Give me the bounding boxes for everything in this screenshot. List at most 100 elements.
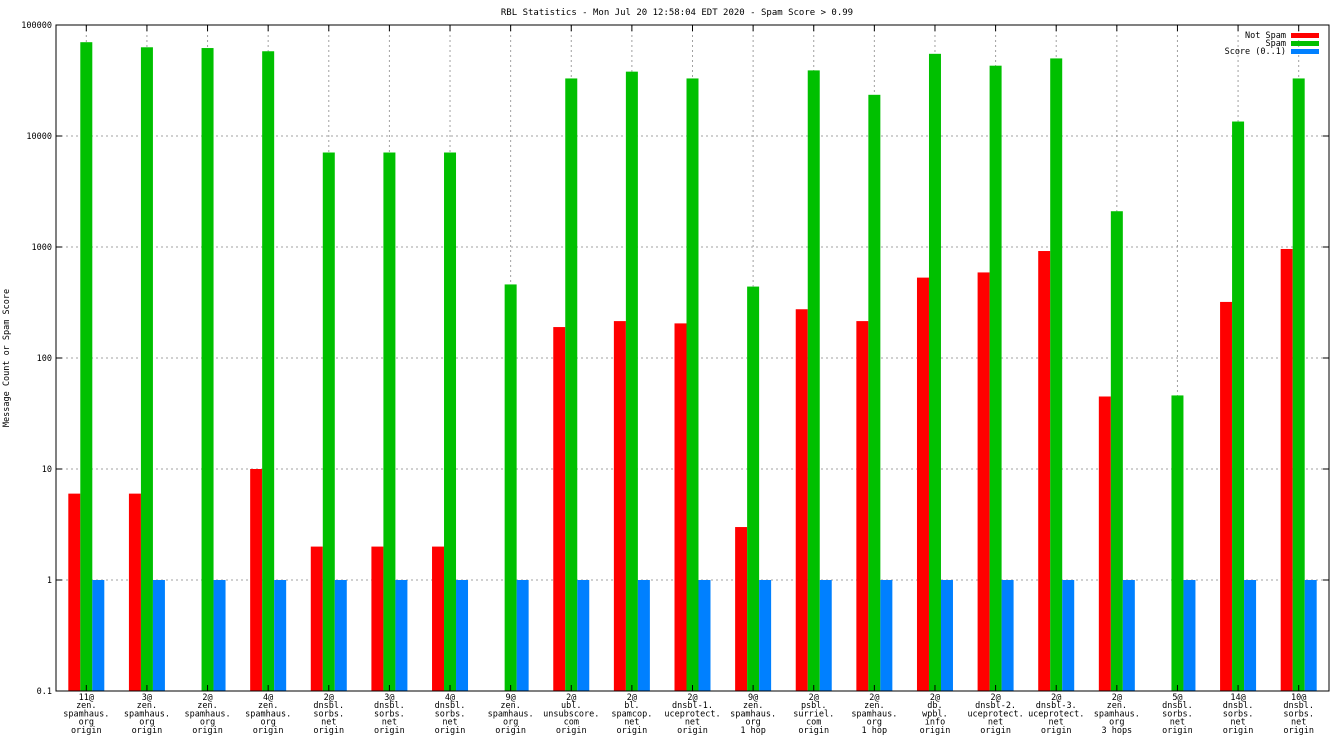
bar-score-0-1 bbox=[1244, 580, 1257, 691]
bar-score-0-1 bbox=[516, 580, 529, 691]
x-tick-label: 2@ zen. spamhaus. org 1 hop bbox=[851, 693, 897, 736]
y-tick-label: 1000 bbox=[32, 243, 52, 253]
bar-score-0-1 bbox=[92, 580, 105, 691]
bar-score-0-1 bbox=[1062, 580, 1075, 691]
bar-not-spam bbox=[1098, 396, 1111, 691]
x-tick-label: 2@ psbl. surriel. com origin bbox=[793, 693, 834, 736]
bar-score-0-1 bbox=[395, 580, 408, 691]
bar-score-0-1 bbox=[334, 580, 347, 691]
x-tick-label: 10@ dnsbl. sorbs. net origin bbox=[1283, 693, 1314, 736]
bar-not-spam bbox=[916, 277, 929, 691]
bar-score-0-1 bbox=[1304, 580, 1317, 691]
x-tick-label: 11@ zen. spamhaus. org origin bbox=[63, 693, 109, 736]
bars bbox=[68, 42, 1317, 692]
bar-spam bbox=[1110, 211, 1123, 692]
bar-score-0-1 bbox=[637, 580, 650, 691]
y-tick-label: 10000 bbox=[26, 132, 52, 142]
y-tick-label: 1 bbox=[47, 576, 52, 586]
bar-spam bbox=[928, 53, 941, 691]
bar-not-spam bbox=[1038, 251, 1051, 692]
bar-score-0-1 bbox=[456, 580, 469, 691]
x-tick-label: 14@ dnsbl. sorbs. net origin bbox=[1223, 693, 1254, 736]
legend-swatch bbox=[1291, 49, 1319, 54]
bar-spam bbox=[625, 71, 638, 691]
x-tick-label: 2@ dnsbl. sorbs. net origin bbox=[313, 693, 344, 736]
x-tick-label: 3@ dnsbl. sorbs. net origin bbox=[374, 693, 405, 736]
bar-spam bbox=[747, 286, 760, 691]
bar-score-0-1 bbox=[698, 580, 711, 691]
y-tick-label: 10 bbox=[42, 465, 52, 475]
bar-spam bbox=[504, 284, 517, 691]
legend-label: Score (0..1) bbox=[1225, 47, 1286, 57]
bar-score-0-1 bbox=[1183, 580, 1196, 691]
bar-score-0-1 bbox=[819, 580, 832, 691]
bar-not-spam bbox=[1220, 301, 1233, 691]
y-tick-label: 0.1 bbox=[37, 687, 52, 697]
bar-spam bbox=[1232, 121, 1245, 691]
bar-spam bbox=[140, 47, 153, 692]
bar-spam bbox=[444, 152, 457, 692]
bar-spam bbox=[262, 51, 275, 691]
x-tick-label: 9@ zen. spamhaus. org origin bbox=[488, 693, 534, 736]
bar-not-spam bbox=[674, 323, 687, 691]
x-tick-label: 2@ bl. spamcop. net origin bbox=[611, 693, 652, 736]
bar-score-0-1 bbox=[577, 580, 590, 691]
bar-score-0-1 bbox=[1001, 580, 1014, 691]
y-tick-label: 100000 bbox=[21, 21, 52, 31]
bar-not-spam bbox=[250, 469, 263, 691]
bar-spam bbox=[1292, 78, 1305, 692]
x-tick-label: 2@ dnsbl-2. uceprotect. net origin bbox=[967, 693, 1023, 736]
bar-not-spam bbox=[795, 309, 808, 691]
bar-spam bbox=[80, 42, 93, 692]
bar-score-0-1 bbox=[880, 580, 893, 691]
y-axis-label: Message Count or Spam Score bbox=[2, 289, 12, 427]
bar-spam bbox=[383, 152, 396, 692]
bar-spam bbox=[686, 78, 699, 692]
bar-not-spam bbox=[613, 321, 626, 691]
bar-spam bbox=[868, 94, 881, 692]
bar-spam bbox=[565, 78, 578, 692]
bar-score-0-1 bbox=[152, 580, 165, 691]
x-tick-label: 2@ db. wpbl. info origin bbox=[920, 693, 951, 736]
bar-not-spam bbox=[735, 527, 748, 691]
bar-not-spam bbox=[432, 546, 445, 691]
x-tick-label: 2@ dnsbl-1. uceprotect. net origin bbox=[664, 693, 720, 736]
x-tick-label: 2@ zen. spamhaus. org origin bbox=[185, 693, 231, 736]
x-tick-label: 2@ zen. spamhaus. org 3 hops bbox=[1094, 693, 1140, 736]
chart-title: RBL Statistics - Mon Jul 20 12:58:04 EDT… bbox=[501, 8, 853, 18]
bar-not-spam bbox=[553, 327, 566, 691]
bar-not-spam bbox=[310, 546, 323, 691]
bar-score-0-1 bbox=[1122, 580, 1135, 691]
x-tick-label: 3@ zen. spamhaus. org origin bbox=[124, 693, 170, 736]
legend-label: Not Spam bbox=[1245, 31, 1286, 41]
bar-spam bbox=[1050, 58, 1063, 692]
x-tick-label: 4@ dnsbl. sorbs. net origin bbox=[435, 693, 466, 736]
bar-spam bbox=[322, 152, 335, 692]
bar-spam bbox=[807, 70, 820, 691]
bar-spam bbox=[201, 48, 214, 692]
bar-not-spam bbox=[1280, 248, 1293, 691]
x-tick-label: 2@ dnsbl-3. uceprotect. net origin bbox=[1028, 693, 1084, 736]
legend-label: Spam bbox=[1266, 39, 1286, 49]
bar-not-spam bbox=[68, 493, 81, 691]
bar-not-spam bbox=[371, 546, 384, 691]
bar-score-0-1 bbox=[759, 580, 772, 691]
x-tick-label: 5@ dnsbl. sorbs. net origin bbox=[1162, 693, 1193, 736]
legend-swatch bbox=[1291, 33, 1319, 38]
bar-score-0-1 bbox=[213, 580, 226, 691]
x-tick-label: 4@ zen. spamhaus. org origin bbox=[245, 693, 291, 736]
bar-score-0-1 bbox=[274, 580, 287, 691]
bar-spam bbox=[989, 65, 1002, 692]
bar-not-spam bbox=[128, 493, 141, 691]
bar-not-spam bbox=[856, 321, 869, 691]
bar-spam bbox=[1171, 395, 1184, 691]
bar-score-0-1 bbox=[940, 580, 953, 691]
axis-ticks: 0.1 1 10 100 1000 10000 100000 11@ zen. spamhaus.… bbox=[21, 21, 1329, 736]
x-tick-label: 9@ zen. spamhaus. org 1 hop bbox=[730, 693, 776, 736]
bar-not-spam bbox=[977, 272, 990, 691]
y-tick-label: 100 bbox=[37, 354, 52, 364]
legend-swatch bbox=[1291, 41, 1319, 46]
x-tick-label: 2@ ubl. unsubscore. com origin bbox=[543, 693, 599, 736]
